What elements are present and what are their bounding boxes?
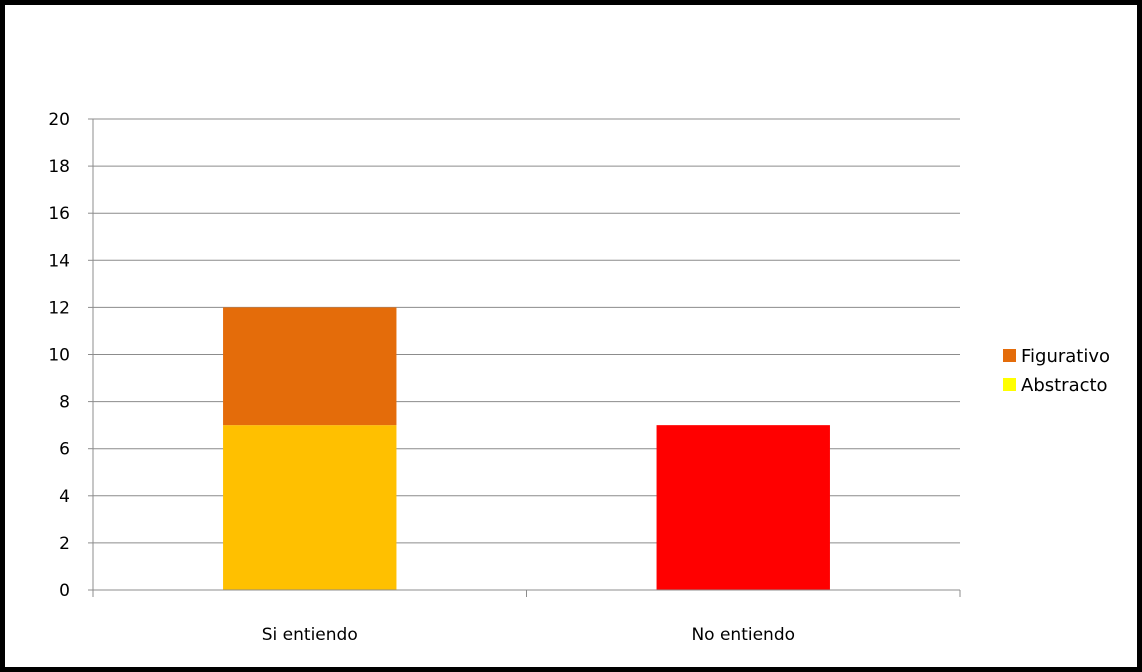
y-tick-label: 16 <box>48 204 70 224</box>
y-tick-labels: 0 2 4 6 8 10 12 14 16 18 20 <box>48 110 70 601</box>
y-tick-label: 2 <box>59 534 70 554</box>
x-tick-label: No entiendo <box>691 625 795 645</box>
bars <box>223 307 830 590</box>
x-tick-label: Si entiendo <box>262 625 358 645</box>
legend-swatch <box>1003 349 1016 362</box>
legend: Figurativo Abstracto <box>1003 346 1110 396</box>
bar-segment <box>656 425 830 590</box>
y-tick-label: 0 <box>59 581 70 601</box>
legend-swatch <box>1003 378 1016 391</box>
y-tick-label: 8 <box>59 393 70 413</box>
legend-label: Abstracto <box>1021 375 1108 396</box>
bar-segment <box>223 307 397 426</box>
y-tick-label: 4 <box>59 487 70 507</box>
axes <box>88 118 961 597</box>
x-tick-labels: Si entiendo No entiendo <box>262 625 795 645</box>
bar-segment <box>223 425 397 590</box>
y-tick-label: 14 <box>48 251 70 271</box>
legend-label: Figurativo <box>1021 346 1110 367</box>
y-tick-label: 18 <box>48 157 70 177</box>
y-tick-label: 20 <box>48 110 70 130</box>
y-tick-label: 10 <box>48 346 70 366</box>
y-tick-label: 12 <box>48 298 70 318</box>
stacked-bar-chart: 0 2 4 6 8 10 12 14 16 18 20 Si entiendo No entiendo… <box>48 110 1110 645</box>
y-tick-label: 6 <box>59 440 70 460</box>
